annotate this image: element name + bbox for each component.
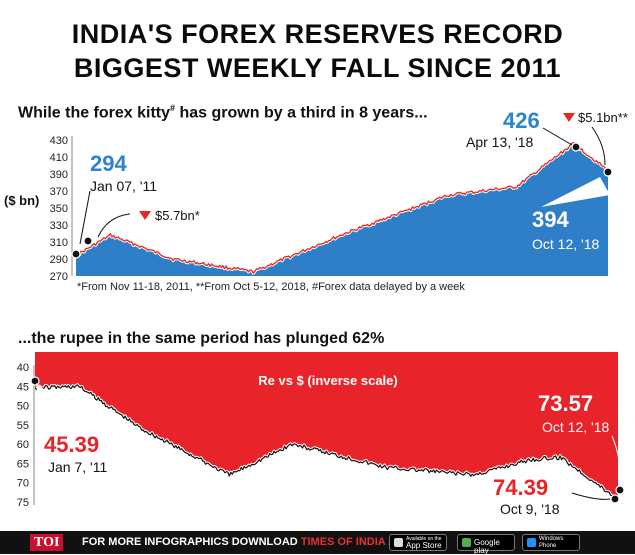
windows-icon	[527, 538, 536, 547]
forex-subtitle-text: While the forex kitty	[18, 104, 171, 122]
forex-2018-arrow	[591, 126, 606, 166]
forex-start-point	[71, 249, 81, 259]
forex-footnote: *From Nov 11-18, 2011, **From Oct 5-12, …	[77, 281, 465, 293]
windows-phone-badge[interactable]: Windows Phone	[522, 534, 580, 551]
forex-line	[75, 141, 608, 274]
rupee-subtitle: ...the rupee in the same period has plun…	[18, 330, 385, 347]
forex-tick-label: 310	[50, 237, 68, 249]
apple-icon	[394, 538, 403, 547]
headline-line-1: INDIA'S FOREX RESERVES RECORD	[71, 19, 564, 49]
rupee-end-date: Oct 12, '18	[542, 419, 609, 435]
forex-2018-fall: $5.1bn**	[578, 110, 628, 125]
forex-subtitle-mark: #	[170, 103, 176, 113]
forex-chart: 430 410 390 370 350 330 310 290 270 ($ bn) 294 J…	[4, 108, 628, 293]
app-store-label: App Store	[406, 541, 442, 550]
rupee-low-point	[610, 494, 620, 504]
rupee-tick-label: 50	[17, 401, 29, 413]
forex-2011-fall-icon	[139, 211, 151, 220]
rupee-tick-label: 40	[17, 362, 29, 374]
forex-peak-arrow	[542, 127, 573, 146]
forex-tick-label: 390	[50, 169, 68, 181]
forex-tick-label: 370	[50, 186, 68, 198]
forex-2011-fall: $5.7bn*	[155, 208, 200, 223]
forex-tick-label: 430	[50, 135, 68, 147]
footer-text: FOR MORE INFOGRAPHICS DOWNLOAD TIMES OF …	[82, 536, 411, 548]
rupee-tick-label: 60	[17, 439, 29, 451]
rupee-end-point	[615, 485, 625, 495]
footer-cta: FOR MORE INFOGRAPHICS DOWNLOAD	[82, 536, 301, 548]
forex-2018-fall-icon	[563, 113, 575, 122]
forex-2011-arrow	[97, 213, 131, 238]
rupee-start-point	[30, 376, 40, 386]
forex-start-point-2	[83, 236, 93, 246]
forex-tick-label: 270	[50, 271, 68, 283]
forex-ylabel: ($ bn)	[4, 193, 39, 208]
toi-logo: TOI	[30, 534, 64, 551]
rupee-chart: 40 45 50 55 60 65 70 75 Re vs $ (inverse scale)…	[17, 352, 625, 517]
forex-end-value: 394	[532, 207, 569, 232]
rupee-scale-label: Re vs $ (inverse scale)	[258, 373, 397, 388]
rupee-low-date: Oct 9, '18	[500, 501, 560, 517]
rupee-tick-label: 45	[17, 381, 29, 393]
google-play-label: Google play	[474, 538, 500, 555]
rupee-end-arrow	[611, 435, 621, 485]
forex-start-arrow	[79, 190, 91, 245]
rupee-low-arrow	[571, 492, 611, 500]
rupee-area	[35, 352, 618, 500]
forex-start-value: 294	[90, 151, 127, 176]
footer-app-name[interactable]: TIMES OF INDIA APP	[300, 536, 411, 548]
rupee-start-date: Jan 7, '11	[48, 459, 107, 475]
forex-end-date: Oct 12, '18	[532, 236, 599, 252]
rupee-y-ticks: 40 45 50 55 60 65 70 75	[17, 362, 29, 509]
forex-subtitle: While the forex kitty# has grown by a th…	[18, 103, 428, 122]
google-play-icon	[462, 538, 471, 547]
forex-end-point	[603, 167, 613, 177]
forex-peak-point	[571, 142, 581, 152]
windows-phone-label: Windows Phone	[539, 536, 564, 549]
forex-area	[76, 142, 608, 276]
forex-peak-value: 426	[503, 108, 540, 133]
rupee-line	[34, 384, 619, 501]
rupee-start-value: 45.39	[44, 432, 99, 457]
forex-tick-label: 410	[50, 152, 68, 164]
rupee-start-pointer	[36, 383, 90, 425]
forex-peak-date: Apr 13, '18	[466, 134, 533, 150]
forex-tick-label: 350	[50, 203, 68, 215]
forex-start-date: Jan 07, '11	[90, 178, 157, 194]
forex-end-pointer	[541, 177, 610, 207]
rupee-tick-label: 70	[17, 478, 29, 490]
google-play-badge[interactable]: Google play	[457, 534, 515, 555]
forex-tick-label: 290	[50, 254, 68, 266]
footer-bar: TOI FOR MORE INFOGRAPHICS DOWNLOAD TIMES…	[0, 531, 635, 555]
headline-line-2: BIGGEST WEEKLY FALL SINCE 2011	[73, 53, 562, 83]
app-store-small: Available on the	[406, 536, 442, 542]
rupee-tick-label: 55	[17, 420, 29, 432]
rupee-end-value: 73.57	[538, 391, 593, 416]
rupee-low-value: 74.39	[493, 475, 548, 500]
forex-subtitle-rest: has grown by a third in 8 years...	[175, 104, 428, 122]
rupee-tick-label: 75	[17, 497, 29, 509]
rupee-tick-label: 65	[17, 458, 29, 470]
forex-tick-label: 330	[50, 220, 68, 232]
app-store-badge[interactable]: Available on the App Store	[389, 534, 447, 551]
forex-y-ticks: 430 410 390 370 350 330 310 290 270	[50, 135, 68, 283]
